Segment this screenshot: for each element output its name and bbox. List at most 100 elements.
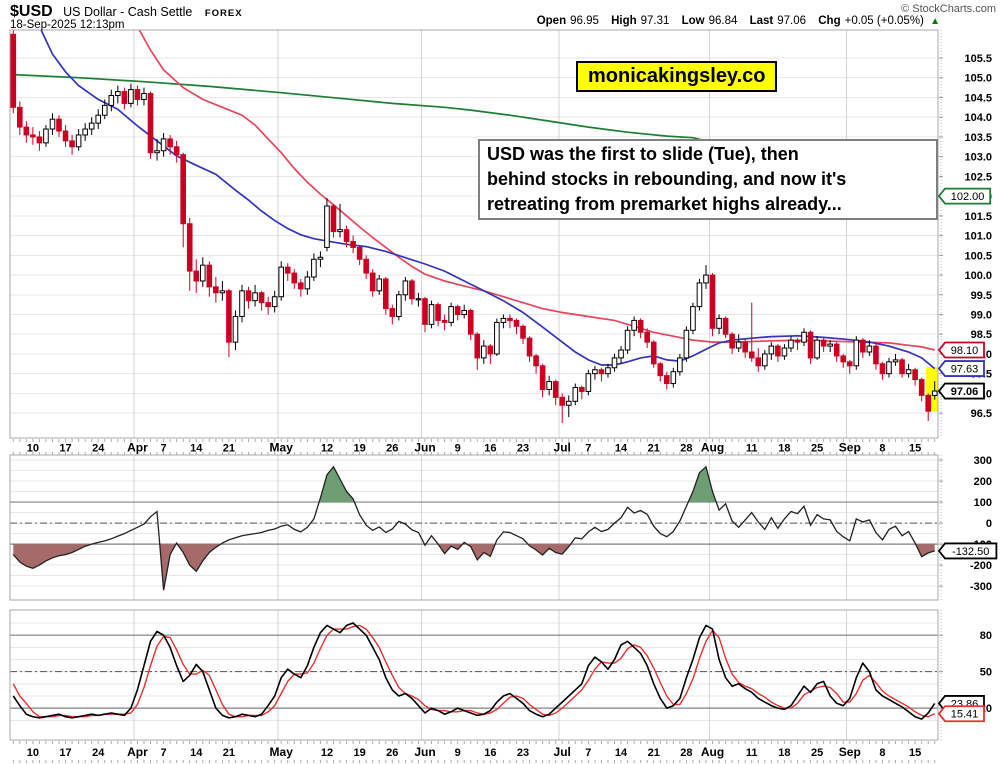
ma-green-line bbox=[13, 73, 935, 197]
svg-text:12: 12 bbox=[321, 747, 333, 759]
svg-text:25: 25 bbox=[811, 443, 823, 455]
price-callout-box bbox=[937, 360, 985, 377]
copyright-label: © StockCharts.com bbox=[901, 3, 996, 15]
last-value: 97.06 bbox=[777, 15, 807, 27]
svg-text:7: 7 bbox=[585, 443, 591, 455]
svg-text:103.5: 103.5 bbox=[964, 132, 992, 144]
exchange-label: FOREX bbox=[204, 8, 243, 19]
svg-text:101.5: 101.5 bbox=[964, 211, 992, 223]
svg-text:19: 19 bbox=[354, 747, 366, 759]
last-candle-highlight bbox=[926, 367, 938, 412]
svg-text:Sep: Sep bbox=[839, 441, 861, 455]
open-value: 96.95 bbox=[570, 15, 599, 27]
svg-text:105.0: 105.0 bbox=[964, 73, 992, 85]
high-label: High bbox=[611, 15, 637, 27]
svg-text:8: 8 bbox=[879, 747, 885, 759]
svg-text:98.5: 98.5 bbox=[971, 329, 992, 341]
svg-text:97.63: 97.63 bbox=[951, 363, 979, 375]
svg-text:15.41: 15.41 bbox=[951, 709, 979, 721]
svg-text:21: 21 bbox=[648, 747, 660, 759]
svg-text:21: 21 bbox=[223, 747, 235, 759]
svg-text:10: 10 bbox=[27, 747, 39, 759]
svg-text:7: 7 bbox=[161, 443, 167, 455]
svg-text:80: 80 bbox=[980, 630, 992, 642]
stoch-k-line bbox=[12, 622, 936, 720]
svg-text:25: 25 bbox=[811, 747, 823, 759]
svg-text:7: 7 bbox=[585, 747, 591, 759]
svg-text:May: May bbox=[270, 441, 294, 455]
svg-text:103.0: 103.0 bbox=[964, 152, 992, 164]
svg-text:23: 23 bbox=[517, 443, 529, 455]
low-value: 96.84 bbox=[708, 15, 738, 27]
svg-text:Jun: Jun bbox=[414, 441, 435, 455]
svg-text:14: 14 bbox=[190, 747, 203, 759]
svg-text:24: 24 bbox=[92, 443, 105, 455]
open-label: Open bbox=[536, 15, 567, 27]
svg-text:14: 14 bbox=[615, 443, 628, 455]
price-callout-box bbox=[937, 382, 985, 400]
svg-text:97.06: 97.06 bbox=[951, 386, 979, 398]
svg-text:Sep: Sep bbox=[839, 745, 861, 759]
svg-text:18: 18 bbox=[778, 747, 790, 759]
svg-text:11: 11 bbox=[746, 747, 758, 759]
svg-text:21: 21 bbox=[223, 443, 235, 455]
high-value: 97.31 bbox=[640, 15, 670, 27]
svg-text:26: 26 bbox=[386, 747, 398, 759]
svg-text:100.5: 100.5 bbox=[964, 250, 992, 262]
svg-text:May: May bbox=[270, 745, 294, 759]
chart-datetime: 18-Sep-2025 12:13pm bbox=[10, 19, 125, 31]
svg-text:21: 21 bbox=[648, 443, 660, 455]
cci-panel bbox=[10, 455, 938, 600]
svg-text:104.5: 104.5 bbox=[964, 92, 992, 104]
svg-text:Aug: Aug bbox=[701, 745, 724, 759]
svg-text:100: 100 bbox=[974, 497, 992, 509]
svg-text:16: 16 bbox=[484, 747, 496, 759]
price-panel bbox=[10, 30, 938, 438]
svg-text:19: 19 bbox=[354, 443, 366, 455]
price-callout-box bbox=[937, 542, 998, 560]
cci-line bbox=[12, 465, 935, 591]
svg-text:9: 9 bbox=[455, 443, 461, 455]
price-callout-box bbox=[937, 705, 985, 723]
svg-text:10: 10 bbox=[27, 443, 39, 455]
svg-text:99.5: 99.5 bbox=[971, 290, 992, 302]
svg-text:Apr: Apr bbox=[127, 745, 148, 759]
svg-text:26: 26 bbox=[386, 443, 398, 455]
svg-text:Jul: Jul bbox=[554, 441, 571, 455]
stoch-panel bbox=[10, 610, 938, 740]
svg-text:28: 28 bbox=[680, 443, 692, 455]
chart-title: $USD US Dollar - Cash Settle FOREX bbox=[10, 3, 243, 21]
svg-text:100.0: 100.0 bbox=[964, 270, 992, 282]
cci-oversold-fill bbox=[13, 544, 935, 591]
svg-text:98.10: 98.10 bbox=[951, 345, 979, 357]
stoch-d-line bbox=[12, 624, 935, 718]
candlestick-series bbox=[10, 30, 938, 424]
svg-text:-200: -200 bbox=[970, 560, 992, 572]
up-arrow-icon: ▲ bbox=[930, 16, 940, 27]
svg-text:28: 28 bbox=[680, 747, 692, 759]
svg-text:300: 300 bbox=[974, 455, 992, 467]
annotation-box: USD was the first to slide (Tue), then b… bbox=[478, 139, 938, 220]
svg-text:Aug: Aug bbox=[701, 441, 724, 455]
annotation-line: retreating from premarket highs already.… bbox=[487, 194, 842, 214]
watermark-badge: monicakingsley.co bbox=[576, 61, 778, 92]
last-label: Last bbox=[749, 15, 774, 27]
chg-label: Chg bbox=[818, 15, 841, 27]
svg-text:105.5: 105.5 bbox=[964, 53, 992, 65]
svg-text:-300: -300 bbox=[970, 581, 992, 593]
svg-text:Jun: Jun bbox=[414, 745, 435, 759]
svg-text:24: 24 bbox=[92, 747, 105, 759]
svg-text:15: 15 bbox=[909, 747, 921, 759]
svg-text:-132.50: -132.50 bbox=[952, 546, 989, 558]
ma-blue-line bbox=[40, 30, 936, 370]
svg-text:7: 7 bbox=[161, 747, 167, 759]
svg-text:8: 8 bbox=[879, 443, 885, 455]
svg-text:16: 16 bbox=[484, 443, 496, 455]
cci-overbought-fill bbox=[13, 466, 935, 503]
svg-text:200: 200 bbox=[974, 476, 992, 488]
ma-red-line bbox=[138, 30, 935, 351]
svg-text:0: 0 bbox=[986, 518, 992, 530]
svg-text:102.5: 102.5 bbox=[964, 171, 992, 183]
